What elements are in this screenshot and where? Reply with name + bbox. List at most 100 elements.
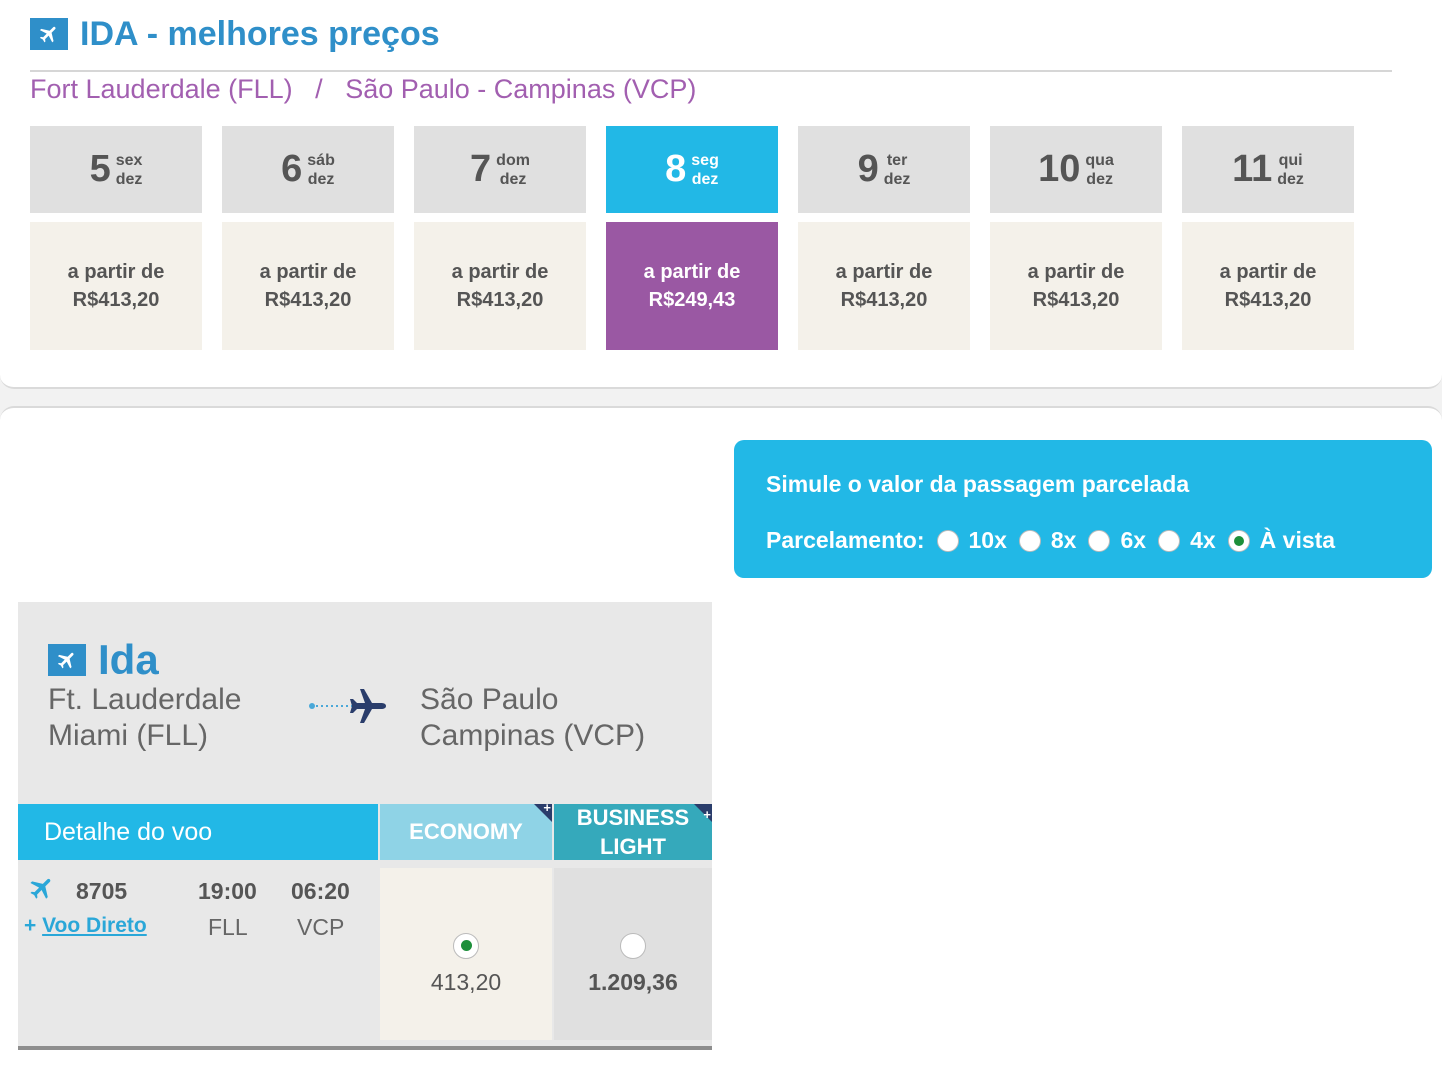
info-corner-icon[interactable] — [694, 804, 712, 822]
destination-line-1: São Paulo — [420, 683, 559, 716]
day-date[interactable]: 8 seg dez — [606, 126, 778, 213]
day-price-value: R$249,43 — [648, 289, 736, 311]
day-price-value: R$413,20 — [840, 289, 928, 311]
business-light-header[interactable]: BUSINESS LIGHT + — [554, 804, 712, 860]
day-date[interactable]: 11 qui dez — [1182, 126, 1354, 213]
radio-button[interactable] — [936, 529, 959, 552]
option-label: 4x — [1190, 527, 1216, 553]
route-line: Fort Lauderdale (FLL) / São Paulo - Camp… — [30, 74, 696, 105]
day-price-value: R$413,20 — [456, 289, 544, 311]
economy-radio-checked[interactable] — [453, 932, 479, 959]
day-month: dez — [1086, 170, 1113, 188]
day-number: 8 — [665, 148, 687, 190]
departure-time: 19:00 — [198, 878, 257, 904]
day-price[interactable]: a partir de R$249,43 — [606, 222, 778, 350]
route-separator: / — [315, 74, 323, 104]
route-destination: São Paulo - Campinas (VCP) — [345, 74, 697, 104]
radio-dot — [460, 940, 472, 951]
radio-button-checked[interactable] — [1227, 529, 1250, 552]
direct-flight-link[interactable]: Voo Direto — [42, 914, 147, 937]
day-price-label: a partir de — [643, 261, 741, 283]
day-date[interactable]: 6 sáb dez — [222, 126, 394, 213]
business-price: 1.209,36 — [588, 968, 678, 995]
day-price-label: a partir de — [259, 261, 357, 283]
day-weekday-month: ter dez — [884, 151, 911, 189]
day-price[interactable]: a partir de R$413,20 — [990, 222, 1162, 350]
day-month: dez — [499, 170, 527, 188]
plus-icon[interactable]: + — [703, 807, 711, 822]
installment-option-6x[interactable]: 6x — [1088, 527, 1146, 554]
business-fare-cell[interactable]: 1.209,36 — [554, 868, 712, 1040]
installment-option-8x[interactable]: 8x — [1018, 527, 1077, 554]
day-weekday: dom — [496, 151, 530, 169]
day-column-selected[interactable]: 8 seg dez a partir de R$249,43 — [606, 126, 778, 350]
day-weekday: ter — [886, 151, 908, 169]
radio-button[interactable] — [1088, 529, 1111, 552]
day-month: dez — [883, 170, 911, 188]
day-column[interactable]: 6 sáb dez a partir de R$413,20 — [222, 126, 394, 350]
economy-fare-cell[interactable]: 413,20 — [380, 868, 552, 1040]
day-month: dez — [307, 170, 335, 188]
day-price-label: a partir de — [835, 261, 933, 283]
installment-option-a-vista[interactable]: À vista — [1227, 527, 1335, 554]
day-column[interactable]: 5 sex dez a partir de R$413,20 — [30, 126, 202, 350]
installment-option-4x[interactable]: 4x — [1158, 527, 1216, 554]
day-weekday-month: qua dez — [1085, 151, 1113, 189]
day-price[interactable]: a partir de R$413,20 — [1182, 222, 1354, 350]
day-date[interactable]: 9 ter dez — [798, 126, 970, 213]
flight-info: 8705 19:00 06:20 FLL VCP + Voo Direto — [18, 868, 378, 1040]
business-header-label: BUSINESS LIGHT — [577, 803, 689, 861]
installment-options: Parcelamento: 10x 8x 6x 4x À vista — [766, 527, 1335, 554]
outbound-title: Ida — [98, 636, 159, 683]
day-price-value: R$413,20 — [1032, 289, 1120, 311]
destination-city: São Paulo Campinas (VCP) — [420, 682, 645, 754]
day-column[interactable]: 7 dom dez a partir de R$413,20 — [414, 126, 586, 350]
plus-icon[interactable]: + — [543, 800, 551, 815]
day-weekday-month: sáb dez — [307, 151, 335, 189]
plus-icon: + — [24, 914, 37, 937]
origin-line-2: Miami (FLL) — [48, 719, 209, 752]
day-number: 7 — [470, 148, 492, 190]
airplane-icon — [30, 18, 68, 50]
installment-simulator: Simule o valor da passagem parcelada Par… — [734, 440, 1432, 578]
flight-row: 8705 19:00 06:20 FLL VCP + Voo Direto 41… — [18, 868, 712, 1040]
day-weekday: sex — [115, 151, 143, 169]
day-column[interactable]: 9 ter dez a partir de R$413,20 — [798, 126, 970, 350]
day-column[interactable]: 11 qui dez a partir de R$413,20 — [1182, 126, 1354, 350]
row-divider — [18, 1046, 712, 1050]
option-label: 8x — [1050, 527, 1077, 553]
best-prices-panel: IDA - melhores preços Fort Lauderdale (F… — [0, 0, 1442, 389]
day-price-label: a partir de — [451, 261, 549, 283]
day-weekday-month: seg dez — [691, 151, 719, 189]
day-date[interactable]: 10 qua dez — [990, 126, 1162, 213]
day-column[interactable]: 10 qua dez a partir de R$413,20 — [990, 126, 1162, 350]
installment-option-10x[interactable]: 10x — [936, 527, 1007, 554]
day-date[interactable]: 7 dom dez — [414, 126, 586, 213]
outbound-header: Ida — [48, 636, 159, 684]
day-weekday: sáb — [307, 151, 335, 169]
day-weekday-month: qui dez — [1277, 151, 1304, 189]
day-number: 9 — [857, 148, 879, 190]
day-number: 11 — [1232, 148, 1273, 190]
day-month: dez — [115, 170, 143, 188]
day-price[interactable]: a partir de R$413,20 — [30, 222, 202, 350]
day-price[interactable]: a partir de R$413,20 — [222, 222, 394, 350]
day-price-label: a partir de — [1027, 261, 1125, 283]
economy-header[interactable]: ECONOMY + — [380, 800, 552, 860]
flight-detail-header: Detalhe do voo — [18, 804, 378, 860]
day-price-value: R$413,20 — [1224, 289, 1312, 311]
day-weekday: qui — [1278, 151, 1303, 169]
day-price-value: R$413,20 — [72, 289, 160, 311]
day-date[interactable]: 5 sex dez — [30, 126, 202, 213]
info-corner-icon[interactable] — [534, 804, 552, 822]
day-month: dez — [691, 170, 719, 188]
page-title: IDA - melhores preços — [80, 14, 440, 53]
arrival-airport: VCP — [297, 914, 345, 940]
business-radio[interactable] — [620, 932, 646, 959]
business-header-line-2: LIGHT — [599, 834, 666, 859]
header-divider — [30, 70, 1392, 72]
radio-button[interactable] — [1018, 529, 1041, 552]
radio-button[interactable] — [1158, 529, 1181, 552]
day-price[interactable]: a partir de R$413,20 — [414, 222, 586, 350]
day-price[interactable]: a partir de R$413,20 — [798, 222, 970, 350]
